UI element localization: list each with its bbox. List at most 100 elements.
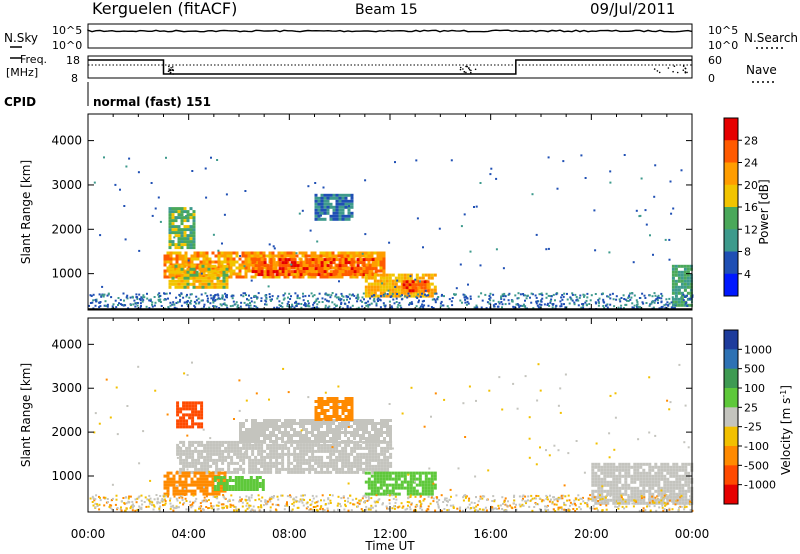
ground-cell <box>532 307 535 310</box>
data-cell <box>674 267 678 271</box>
ground-cell <box>504 503 507 506</box>
ground-cell <box>345 295 348 298</box>
data-cell <box>394 492 398 496</box>
ground-cell <box>647 502 650 505</box>
data-cell <box>171 219 175 223</box>
scatter-cell <box>460 225 463 228</box>
data-cell <box>427 492 431 496</box>
nsky-panel <box>87 23 693 49</box>
data-cell <box>189 207 193 211</box>
data-cell <box>323 205 327 209</box>
ground-cell <box>514 306 517 309</box>
data-cell <box>168 231 172 235</box>
ground-cell <box>503 298 506 301</box>
data-cell <box>323 464 327 468</box>
data-cell <box>217 492 221 496</box>
ground-cell <box>424 293 426 296</box>
data-cell <box>272 425 275 428</box>
data-cell <box>657 468 661 472</box>
data-cell <box>205 483 209 487</box>
data-cell <box>257 434 260 437</box>
data-cell <box>287 431 290 434</box>
data-cell <box>189 228 193 232</box>
data-cell <box>219 270 223 274</box>
data-cell <box>202 272 206 276</box>
data-cell <box>192 267 196 271</box>
data-cell <box>295 275 299 279</box>
data-cell <box>181 492 185 496</box>
data-cell <box>290 273 294 277</box>
ground-cell <box>175 296 178 299</box>
data-cell <box>388 483 392 487</box>
ground-cell <box>392 298 395 301</box>
ground-cell <box>627 300 630 302</box>
data-cell <box>320 458 324 462</box>
data-cell <box>402 289 406 293</box>
ground-cell <box>419 295 422 298</box>
data-cell <box>409 492 413 496</box>
ground-cell <box>193 300 196 303</box>
ground-cell <box>639 496 641 498</box>
cpid-value: normal (fast) 151 <box>93 95 211 109</box>
data-cell <box>427 273 431 277</box>
data-cell <box>397 477 401 481</box>
data-cell <box>385 276 389 280</box>
data-cell <box>347 470 351 474</box>
data-cell <box>403 273 407 277</box>
ground-cell <box>660 499 663 502</box>
data-cell <box>203 458 207 462</box>
ground-cell <box>143 501 146 503</box>
data-cell <box>260 458 264 462</box>
data-cell <box>335 270 339 274</box>
data-cell <box>302 449 306 453</box>
ground-cell <box>169 304 172 307</box>
data-cell <box>364 285 368 289</box>
ground-cell <box>270 299 272 302</box>
data-cell <box>186 282 190 286</box>
data-cell <box>251 470 255 474</box>
data-cell <box>323 437 326 440</box>
data-cell <box>182 404 186 408</box>
data-cell <box>238 269 242 273</box>
data-cell <box>397 294 401 298</box>
data-cell <box>349 272 353 276</box>
data-cell <box>254 437 257 440</box>
data-cell <box>196 254 200 258</box>
scatter-cell <box>212 233 215 236</box>
ground-cell <box>330 294 333 297</box>
ground-cell <box>104 300 107 303</box>
data-cell <box>365 258 369 262</box>
data-cell <box>224 458 228 462</box>
data-cell <box>329 193 333 197</box>
data-cell <box>314 458 318 462</box>
ground-cell <box>314 306 317 309</box>
data-cell <box>663 465 667 469</box>
ground-cell <box>316 306 318 309</box>
data-cell <box>353 461 357 465</box>
ground-cell <box>212 298 214 301</box>
data-cell <box>263 431 266 434</box>
ground-cell <box>176 506 179 509</box>
data-cell <box>675 492 679 496</box>
ground-cell <box>300 499 303 502</box>
data-cell <box>177 243 181 247</box>
data-cell <box>225 264 229 268</box>
ground-cell <box>519 304 522 307</box>
ground-cell <box>98 293 101 296</box>
data-cell <box>223 477 227 481</box>
data-cell <box>377 455 381 459</box>
data-cell <box>263 428 266 431</box>
scatter-cell <box>387 289 390 292</box>
data-cell <box>338 196 342 200</box>
data-cell <box>296 467 300 471</box>
data-cell <box>329 422 332 425</box>
data-cell <box>275 428 278 431</box>
ground-cell <box>677 494 680 497</box>
ground-cell <box>653 301 656 304</box>
data-cell <box>409 276 413 280</box>
data-cell <box>630 474 634 478</box>
data-cell <box>365 455 369 459</box>
ground-cell <box>342 295 345 298</box>
ground-cell <box>160 305 163 307</box>
ground-cell <box>260 297 263 300</box>
